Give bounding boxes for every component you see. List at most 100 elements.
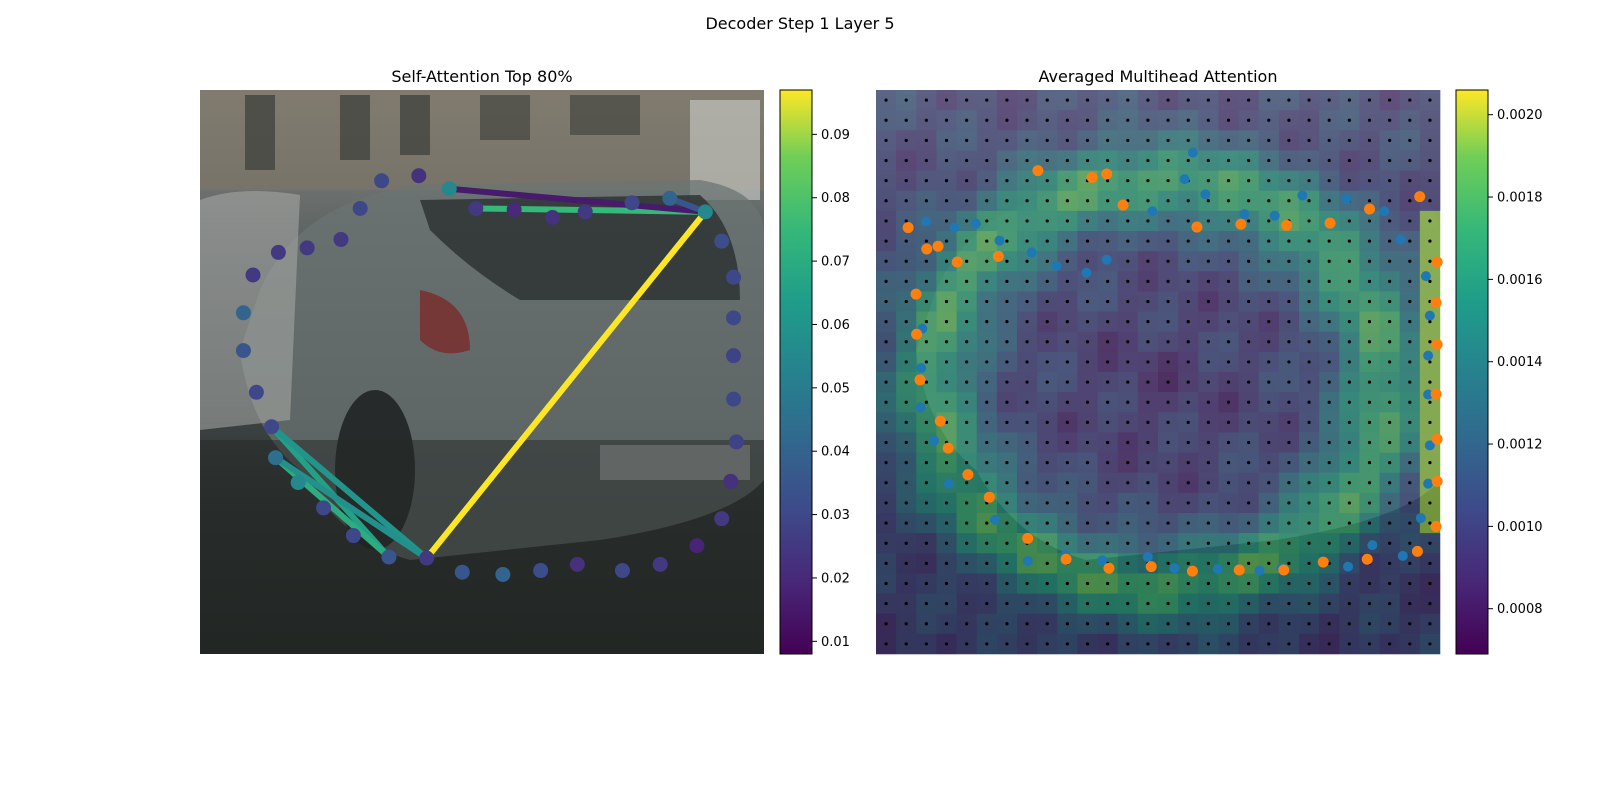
right-panel-title: Averaged Multihead Attention bbox=[1039, 67, 1278, 86]
grid-dot bbox=[1186, 98, 1190, 102]
reference-points-blue bbox=[915, 147, 1435, 576]
grid-dot bbox=[1307, 622, 1311, 626]
grid-dot bbox=[904, 461, 908, 465]
grid-dot bbox=[1045, 420, 1049, 424]
grid-dot bbox=[1247, 481, 1251, 485]
grid-dot bbox=[965, 118, 969, 122]
orange-point bbox=[1191, 221, 1203, 233]
grid-dot bbox=[924, 622, 928, 626]
grid-dot bbox=[965, 320, 969, 324]
grid-dot bbox=[1347, 179, 1351, 183]
grid-dot bbox=[884, 219, 888, 223]
grid-dot bbox=[1085, 602, 1090, 606]
grid-dot bbox=[1166, 380, 1170, 384]
grid-dot bbox=[1126, 279, 1130, 283]
grid-dot bbox=[1045, 602, 1049, 606]
grid-dot bbox=[1226, 199, 1231, 203]
blue-point bbox=[1081, 267, 1092, 278]
grid-dot bbox=[904, 299, 908, 304]
grid-dot bbox=[1166, 98, 1170, 102]
grid-dot bbox=[1045, 98, 1049, 102]
grid-dot bbox=[1106, 622, 1110, 626]
grid-dot bbox=[884, 320, 888, 324]
grid-dot bbox=[1367, 239, 1372, 243]
attention-point bbox=[577, 204, 593, 220]
grid-dot bbox=[1408, 461, 1412, 465]
grid-dot bbox=[1126, 521, 1130, 525]
grid-dot bbox=[1025, 420, 1029, 424]
grid-dot bbox=[965, 440, 969, 445]
grid-dot bbox=[1146, 98, 1150, 102]
grid-dot bbox=[1388, 179, 1392, 183]
grid-dot bbox=[1126, 179, 1130, 183]
grid-dot bbox=[1126, 440, 1130, 445]
grid-dot bbox=[1287, 481, 1291, 485]
grid-dot bbox=[1166, 279, 1170, 283]
grid-dot bbox=[1005, 581, 1009, 586]
grid-dot bbox=[1025, 320, 1029, 324]
grid-dot bbox=[1367, 340, 1372, 344]
grid-dot bbox=[1408, 440, 1412, 445]
grid-dot bbox=[1166, 340, 1170, 344]
blue-point bbox=[949, 222, 960, 233]
grid-dot bbox=[1186, 199, 1190, 203]
grid-dot bbox=[1327, 521, 1331, 525]
attention-point bbox=[299, 240, 315, 256]
grid-dot bbox=[1206, 400, 1210, 404]
grid-dot bbox=[1428, 320, 1432, 324]
grid-dot bbox=[884, 179, 888, 183]
grid-dot bbox=[1045, 340, 1049, 344]
grid-dot bbox=[1408, 138, 1412, 142]
grid-dot bbox=[1126, 239, 1130, 243]
grid-dot bbox=[1247, 380, 1251, 384]
grid-dot bbox=[1065, 400, 1069, 404]
grid-dot bbox=[1267, 320, 1271, 324]
grid-dot bbox=[1347, 642, 1351, 646]
grid-dot bbox=[1186, 501, 1190, 505]
grid-dot bbox=[1428, 179, 1432, 183]
grid-dot bbox=[904, 138, 908, 142]
grid-dot bbox=[1025, 138, 1029, 142]
grid-dot bbox=[985, 199, 989, 203]
grid-dot bbox=[1025, 98, 1029, 102]
blue-point bbox=[1424, 440, 1435, 451]
grid-dot bbox=[1347, 118, 1351, 122]
grid-dot bbox=[884, 501, 888, 505]
grid-dot bbox=[924, 199, 928, 203]
grid-dot bbox=[1085, 581, 1090, 586]
grid-dot bbox=[1126, 320, 1130, 324]
grid-dot bbox=[1267, 521, 1271, 525]
grid-dot bbox=[1045, 481, 1049, 485]
grid-dot bbox=[944, 521, 949, 525]
grid-dot bbox=[1267, 199, 1271, 203]
grid-dot bbox=[1327, 581, 1331, 586]
grid-dot bbox=[985, 138, 989, 142]
grid-dot bbox=[1347, 541, 1351, 545]
colorbar-tick-label: 0.0014 bbox=[1497, 355, 1543, 370]
grid-dot bbox=[1388, 380, 1392, 384]
grid-dot bbox=[1045, 320, 1049, 324]
grid-dot bbox=[1206, 420, 1210, 424]
blue-point bbox=[1420, 271, 1431, 282]
attention-link bbox=[446, 185, 709, 215]
grid-dot bbox=[1166, 420, 1170, 424]
grid-dot bbox=[1267, 138, 1271, 142]
grid-dot bbox=[1166, 602, 1170, 606]
grid-dot bbox=[1347, 481, 1351, 485]
grid-dot bbox=[1347, 219, 1351, 223]
attention-point bbox=[545, 209, 560, 225]
grid-dot bbox=[1045, 440, 1049, 445]
attention-point bbox=[290, 475, 306, 491]
grid-dot bbox=[1126, 602, 1130, 606]
orange-point bbox=[1431, 475, 1443, 487]
grid-dot bbox=[1146, 622, 1150, 626]
grid-dot bbox=[1005, 380, 1009, 384]
grid-dot bbox=[1146, 501, 1150, 505]
grid-dot bbox=[1146, 521, 1150, 525]
grid-dot bbox=[1126, 158, 1130, 163]
attention-point bbox=[352, 200, 368, 216]
grid-dot bbox=[1388, 642, 1392, 646]
grid-dot bbox=[944, 320, 949, 324]
grid-dot bbox=[1025, 602, 1029, 606]
